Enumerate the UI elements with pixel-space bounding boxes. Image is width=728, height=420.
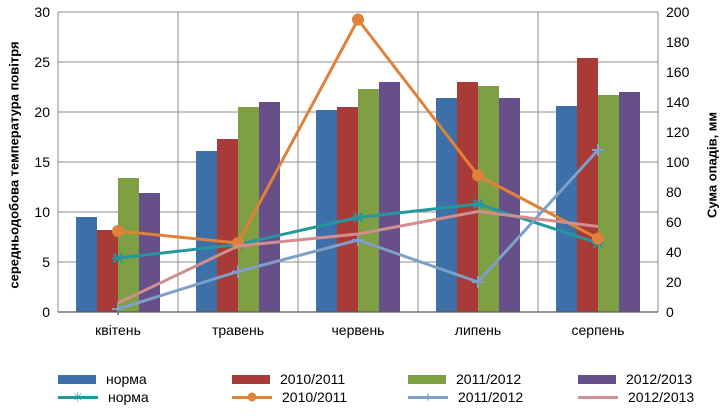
y-left-tick-label: 25: [34, 54, 50, 70]
y-right-tick-label: 80: [666, 184, 682, 200]
y-right-tick-label: 60: [666, 214, 682, 230]
y-left-tick-label: 15: [34, 154, 50, 170]
y-right-tick-label: 0: [666, 304, 674, 320]
y-right-tick-label: 100: [666, 154, 690, 170]
y-right-tick-label: 180: [666, 34, 690, 50]
y-right-tick-label: 140: [666, 94, 690, 110]
legend-item-line-norm: ✳ норма: [58, 388, 149, 406]
legend-swatch: [232, 391, 272, 403]
bar: [358, 89, 379, 312]
bar: [457, 82, 478, 312]
y-right-tick-label: 40: [666, 244, 682, 260]
bar: [478, 86, 499, 312]
bar: [499, 98, 520, 312]
legend-item-bar-2012-2013: 2012/2013: [578, 370, 692, 388]
y-right-tick-label: 200: [666, 4, 690, 20]
y-left-tick-label: 0: [42, 304, 50, 320]
point-marker: [112, 252, 124, 264]
bar: [196, 151, 217, 312]
bar: [436, 98, 457, 312]
lines: [112, 13, 604, 315]
bar: [139, 193, 160, 312]
legend-item-bar-2010-2011: 2010/2011: [232, 370, 345, 388]
x-tick-label: травень: [212, 322, 264, 338]
legend-label: 2012/2013: [628, 389, 695, 405]
legend-label: 2012/2013: [626, 371, 693, 387]
y-right-tick-label: 120: [666, 124, 690, 140]
legend-swatch: [408, 374, 446, 384]
legend-swatch: ✳: [58, 391, 98, 404]
bar: [238, 107, 259, 312]
bar: [76, 217, 97, 312]
bar: [337, 107, 358, 312]
legend-swatch: [232, 374, 270, 384]
legend-label: 2011/2012: [456, 371, 522, 387]
point-marker: [472, 169, 484, 182]
legend-item-bar-2011-2012: 2011/2012: [408, 370, 521, 388]
legend-item-line-2011-2012: + 2011/2012: [408, 388, 523, 406]
bar: [619, 92, 640, 312]
legend-label: норма: [108, 389, 149, 405]
legend-item-bar-norm: норма: [58, 370, 147, 388]
legend-label: 2011/2012: [458, 389, 524, 405]
y-axis-right-label: Сума опадів, мм: [704, 111, 720, 219]
legend-item-line-2010-2011: 2010/2011: [232, 388, 347, 406]
y-left-tick-label: 10: [34, 204, 50, 220]
y-right-tick-label: 20: [666, 274, 682, 290]
bar: [97, 230, 118, 312]
legend-swatch: [58, 374, 96, 384]
legend: норма 2010/2011 2011/2012 2012/2013 ✳ но…: [0, 368, 728, 408]
legend-label: 2010/2011: [280, 371, 346, 387]
bar: [379, 82, 400, 312]
x-tick-label: серпень: [572, 322, 625, 338]
x-tick-label: липень: [455, 322, 501, 338]
legend-item-line-2012-2013: 2012/2013: [578, 388, 694, 406]
bar: [217, 139, 238, 312]
legend-swatch: +: [408, 391, 448, 404]
y-left-tick-label: 30: [34, 4, 50, 20]
axes: 0 5 10 15 20 25 30 0 20 40 60 80 100 120 140 160 180 200 к…: [34, 4, 689, 338]
legend-swatch: [578, 374, 616, 384]
point-marker: [112, 225, 124, 237]
y-right-tick-label: 160: [666, 64, 690, 80]
point-marker: [592, 232, 604, 245]
x-tick-label: червень: [332, 322, 385, 338]
point-marker: [352, 212, 364, 223]
x-tick-label: квітень: [95, 322, 141, 338]
legend-label: норма: [106, 371, 147, 387]
y-left-tick-label: 5: [42, 254, 50, 270]
y-left-tick-label: 20: [34, 104, 50, 120]
bars: [76, 58, 640, 312]
series-line: [117, 210, 599, 305]
legend-swatch: [578, 391, 618, 403]
point-marker: [472, 198, 484, 210]
bar: [556, 106, 577, 312]
bar: [598, 95, 619, 312]
y-axis-left-label: середньодобова температура повітря: [6, 41, 22, 289]
point-marker: [352, 13, 364, 26]
legend-label: 2010/2011: [282, 389, 348, 405]
bar: [316, 110, 337, 312]
bar: [577, 58, 598, 312]
bar: [118, 178, 139, 312]
bar: [259, 102, 280, 312]
